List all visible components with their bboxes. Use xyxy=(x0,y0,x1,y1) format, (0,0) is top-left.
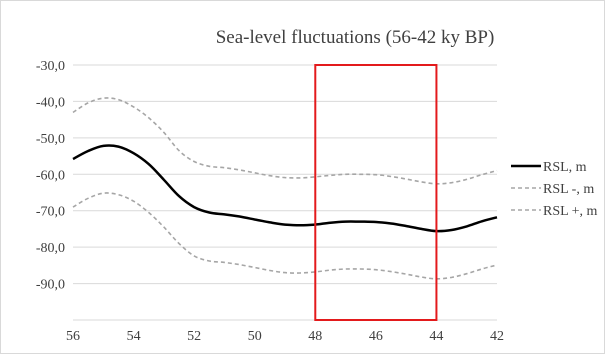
y-tick-label: -30,0 xyxy=(36,59,65,74)
chart-title: Sea-level fluctuations (56-42 ky BP) xyxy=(216,27,495,48)
x-tick-label: 44 xyxy=(429,329,443,344)
legend: RSL, m RSL -, m RSL +, m xyxy=(511,160,598,219)
series-line-2 xyxy=(72,192,498,280)
y-tick-label: -70,0 xyxy=(36,205,65,220)
y-tick-label: -90,0 xyxy=(36,278,65,293)
x-tick-labels: 56 54 52 50 48 46 44 42 xyxy=(66,329,504,344)
x-tick-label: 52 xyxy=(187,329,201,344)
x-tick-label: 56 xyxy=(66,329,80,344)
series-line-1 xyxy=(72,97,498,185)
x-tick-label: 54 xyxy=(127,329,141,344)
series-lines xyxy=(72,97,498,280)
y-tick-labels: -30,0 -40,0 -50,0 -60,0 -70,0 -80,0 -90,0 xyxy=(36,59,65,293)
y-tick-label: -60,0 xyxy=(36,168,65,183)
series-line-0 xyxy=(72,144,498,233)
y-tick-label: -40,0 xyxy=(36,95,65,110)
y-tick-label: -50,0 xyxy=(36,132,65,147)
legend-label-2: RSL +, m xyxy=(543,204,598,219)
x-tick-label: 48 xyxy=(308,329,322,344)
highlight-rect xyxy=(314,64,438,321)
y-tick-label: -80,0 xyxy=(36,241,65,256)
gridlines xyxy=(73,64,497,321)
legend-label-0: RSL, m xyxy=(543,160,587,175)
highlight-region xyxy=(314,64,438,321)
x-tick-label: 50 xyxy=(248,329,262,344)
x-tick-label: 42 xyxy=(490,329,504,344)
x-tick-label: 46 xyxy=(369,329,383,344)
legend-label-1: RSL -, m xyxy=(543,182,594,197)
